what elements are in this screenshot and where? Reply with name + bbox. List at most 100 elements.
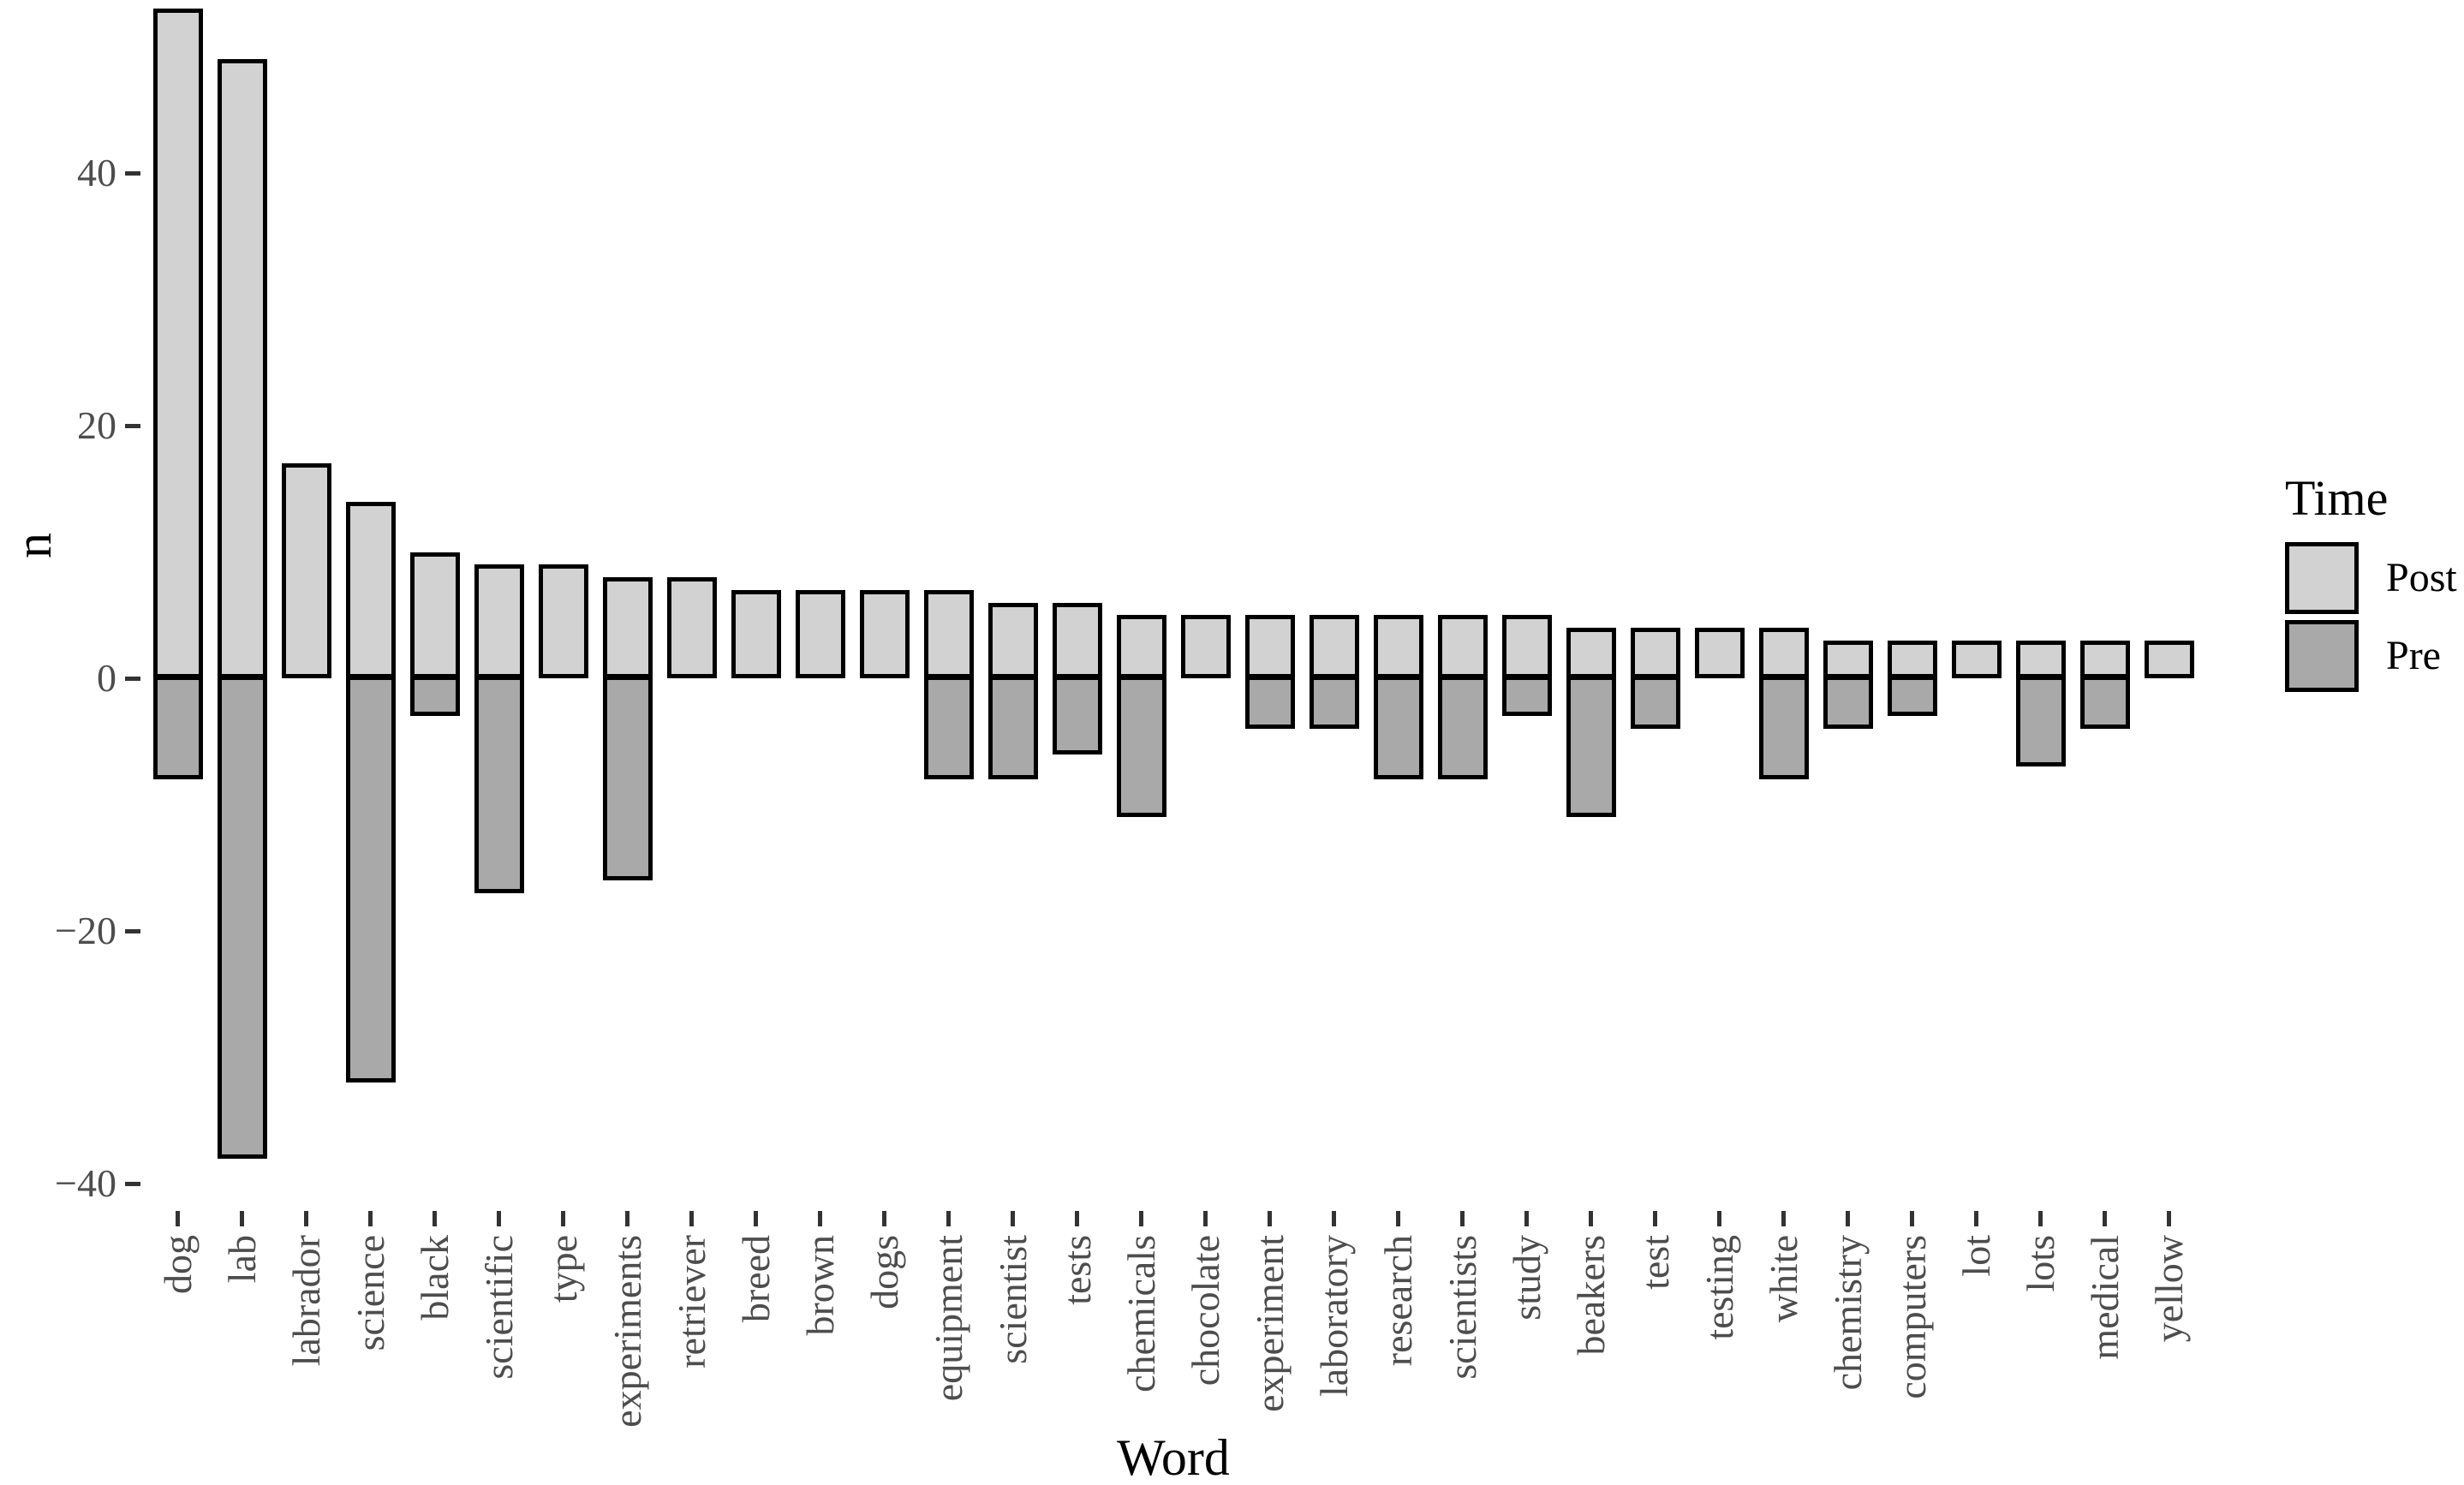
x-tick-label-dogs: dogs: [862, 1235, 906, 1309]
x-tick-mark: [1781, 1211, 1786, 1226]
x-tick-label-breed: breed: [733, 1235, 778, 1323]
x-tick-label-research: research: [1375, 1235, 1420, 1367]
y-tick-label: 20: [77, 403, 116, 447]
bar-post-labrador: [281, 463, 331, 678]
bar-post-equipment: [923, 589, 974, 678]
bar-pre-test: [1630, 676, 1680, 729]
x-tick-mark: [2038, 1211, 2043, 1226]
x-tick-label-test: test: [1632, 1235, 1677, 1290]
x-tick-label-study: study: [1504, 1235, 1548, 1321]
bar-post-testing: [1694, 628, 1745, 678]
bar-pre-computers: [1887, 676, 1937, 717]
bar-pre-experiments: [602, 676, 653, 880]
bar-pre-medical: [2079, 676, 2130, 729]
x-tick-label-chocolate: chocolate: [1183, 1235, 1227, 1387]
x-tick-label-dog: dog: [155, 1235, 200, 1294]
bar-post-medical: [2079, 640, 2130, 678]
legend-label-pre: Pre: [2386, 633, 2441, 678]
x-tick-label-type: type: [540, 1235, 585, 1303]
x-tick-label-labrador: labrador: [283, 1235, 328, 1367]
bar-post-lab: [217, 59, 267, 678]
x-tick-label-science: science: [348, 1235, 392, 1351]
x-tick-label-computers: computers: [1889, 1235, 1934, 1399]
bar-post-experiments: [602, 577, 653, 678]
bar-post-black: [409, 552, 460, 678]
bar-post-scientist: [987, 602, 1038, 678]
x-tick-mark: [176, 1211, 180, 1226]
x-tick-mark: [2103, 1211, 2107, 1226]
x-tick-mark: [368, 1211, 373, 1226]
x-tick-mark: [1653, 1211, 1657, 1226]
x-tick-label-black: black: [412, 1235, 456, 1321]
x-tick-mark: [1203, 1211, 1208, 1226]
x-tick-mark: [882, 1211, 886, 1226]
y-tick-label: −20: [55, 909, 116, 952]
legend-swatch-post: [2285, 542, 2359, 614]
bar-post-lot: [1951, 640, 2002, 678]
y-tick-mark: [125, 423, 140, 428]
x-tick-mark: [561, 1211, 565, 1226]
bar-pre-lab: [217, 676, 267, 1159]
y-tick-mark: [125, 170, 140, 176]
x-tick-label-scientist: scientist: [990, 1235, 1035, 1364]
bar-post-lots: [2015, 640, 2066, 678]
x-tick-mark: [625, 1211, 629, 1226]
legend-title: Time: [2285, 470, 2389, 526]
y-tick-label: 0: [97, 656, 116, 700]
x-tick-label-laboratory: laboratory: [1311, 1235, 1356, 1398]
x-tick-mark: [689, 1211, 694, 1226]
x-tick-label-equipment: equipment: [926, 1235, 970, 1402]
bar-pre-science: [345, 676, 396, 1082]
bar-pre-tests: [1052, 676, 1102, 754]
x-tick-label-lot: lot: [1954, 1235, 1998, 1277]
legend-swatch-pre: [2285, 620, 2359, 692]
bar-post-study: [1501, 615, 1552, 678]
bar-post-test: [1630, 628, 1680, 678]
x-tick-mark: [1846, 1211, 1850, 1226]
bar-post-scientific: [474, 564, 524, 678]
x-tick-label-white: white: [1761, 1235, 1805, 1323]
bar-post-chemicals: [1116, 615, 1166, 678]
legend: Time Post Pre: [2285, 469, 2461, 692]
x-tick-label-chemistry: chemistry: [1825, 1235, 1870, 1391]
x-tick-label-experiments: experiments: [605, 1235, 649, 1428]
x-tick-label-retriever: retriever: [669, 1235, 713, 1369]
x-tick-label-medical: medical: [2082, 1235, 2127, 1360]
x-tick-mark: [1075, 1211, 1079, 1226]
x-tick-label-tests: tests: [1054, 1235, 1099, 1305]
x-tick-mark: [1717, 1211, 1721, 1226]
bar-post-yellow: [2144, 640, 2194, 678]
x-tick-mark: [1268, 1211, 1272, 1226]
bar-pre-white: [1758, 676, 1809, 779]
bar-pre-scientist: [987, 676, 1038, 779]
x-tick-mark: [946, 1211, 951, 1226]
y-tick-label: −40: [55, 1161, 116, 1205]
x-tick-mark: [433, 1211, 437, 1226]
bar-post-computers: [1887, 640, 1937, 678]
y-tick-mark: [125, 1181, 140, 1186]
bar-pre-equipment: [923, 676, 974, 779]
x-tick-label-lots: lots: [2018, 1235, 2062, 1292]
x-tick-label-lab: lab: [219, 1235, 264, 1284]
bar-pre-scientific: [474, 676, 524, 893]
bar-pre-beakers: [1566, 676, 1616, 818]
bar-post-tests: [1052, 602, 1102, 678]
bar-post-retriever: [666, 577, 717, 678]
bar-post-dogs: [859, 589, 910, 678]
bar-post-brown: [795, 589, 845, 678]
x-tick-label-yellow: yellow: [2146, 1235, 2191, 1343]
x-tick-label-scientists: scientists: [1440, 1235, 1484, 1380]
x-tick-mark: [2167, 1211, 2171, 1226]
bar-pre-dog: [152, 676, 203, 779]
x-tick-mark: [1139, 1211, 1143, 1226]
bar-post-science: [345, 501, 396, 678]
legend-label-post: Post: [2386, 555, 2457, 600]
bar-pre-laboratory: [1309, 676, 1359, 729]
bar-pre-chemistry: [1823, 676, 1873, 729]
bar-pre-lots: [2015, 676, 2066, 767]
x-tick-mark: [1396, 1211, 1400, 1226]
bar-post-breed: [731, 589, 781, 678]
bar-post-chemistry: [1823, 640, 1873, 678]
